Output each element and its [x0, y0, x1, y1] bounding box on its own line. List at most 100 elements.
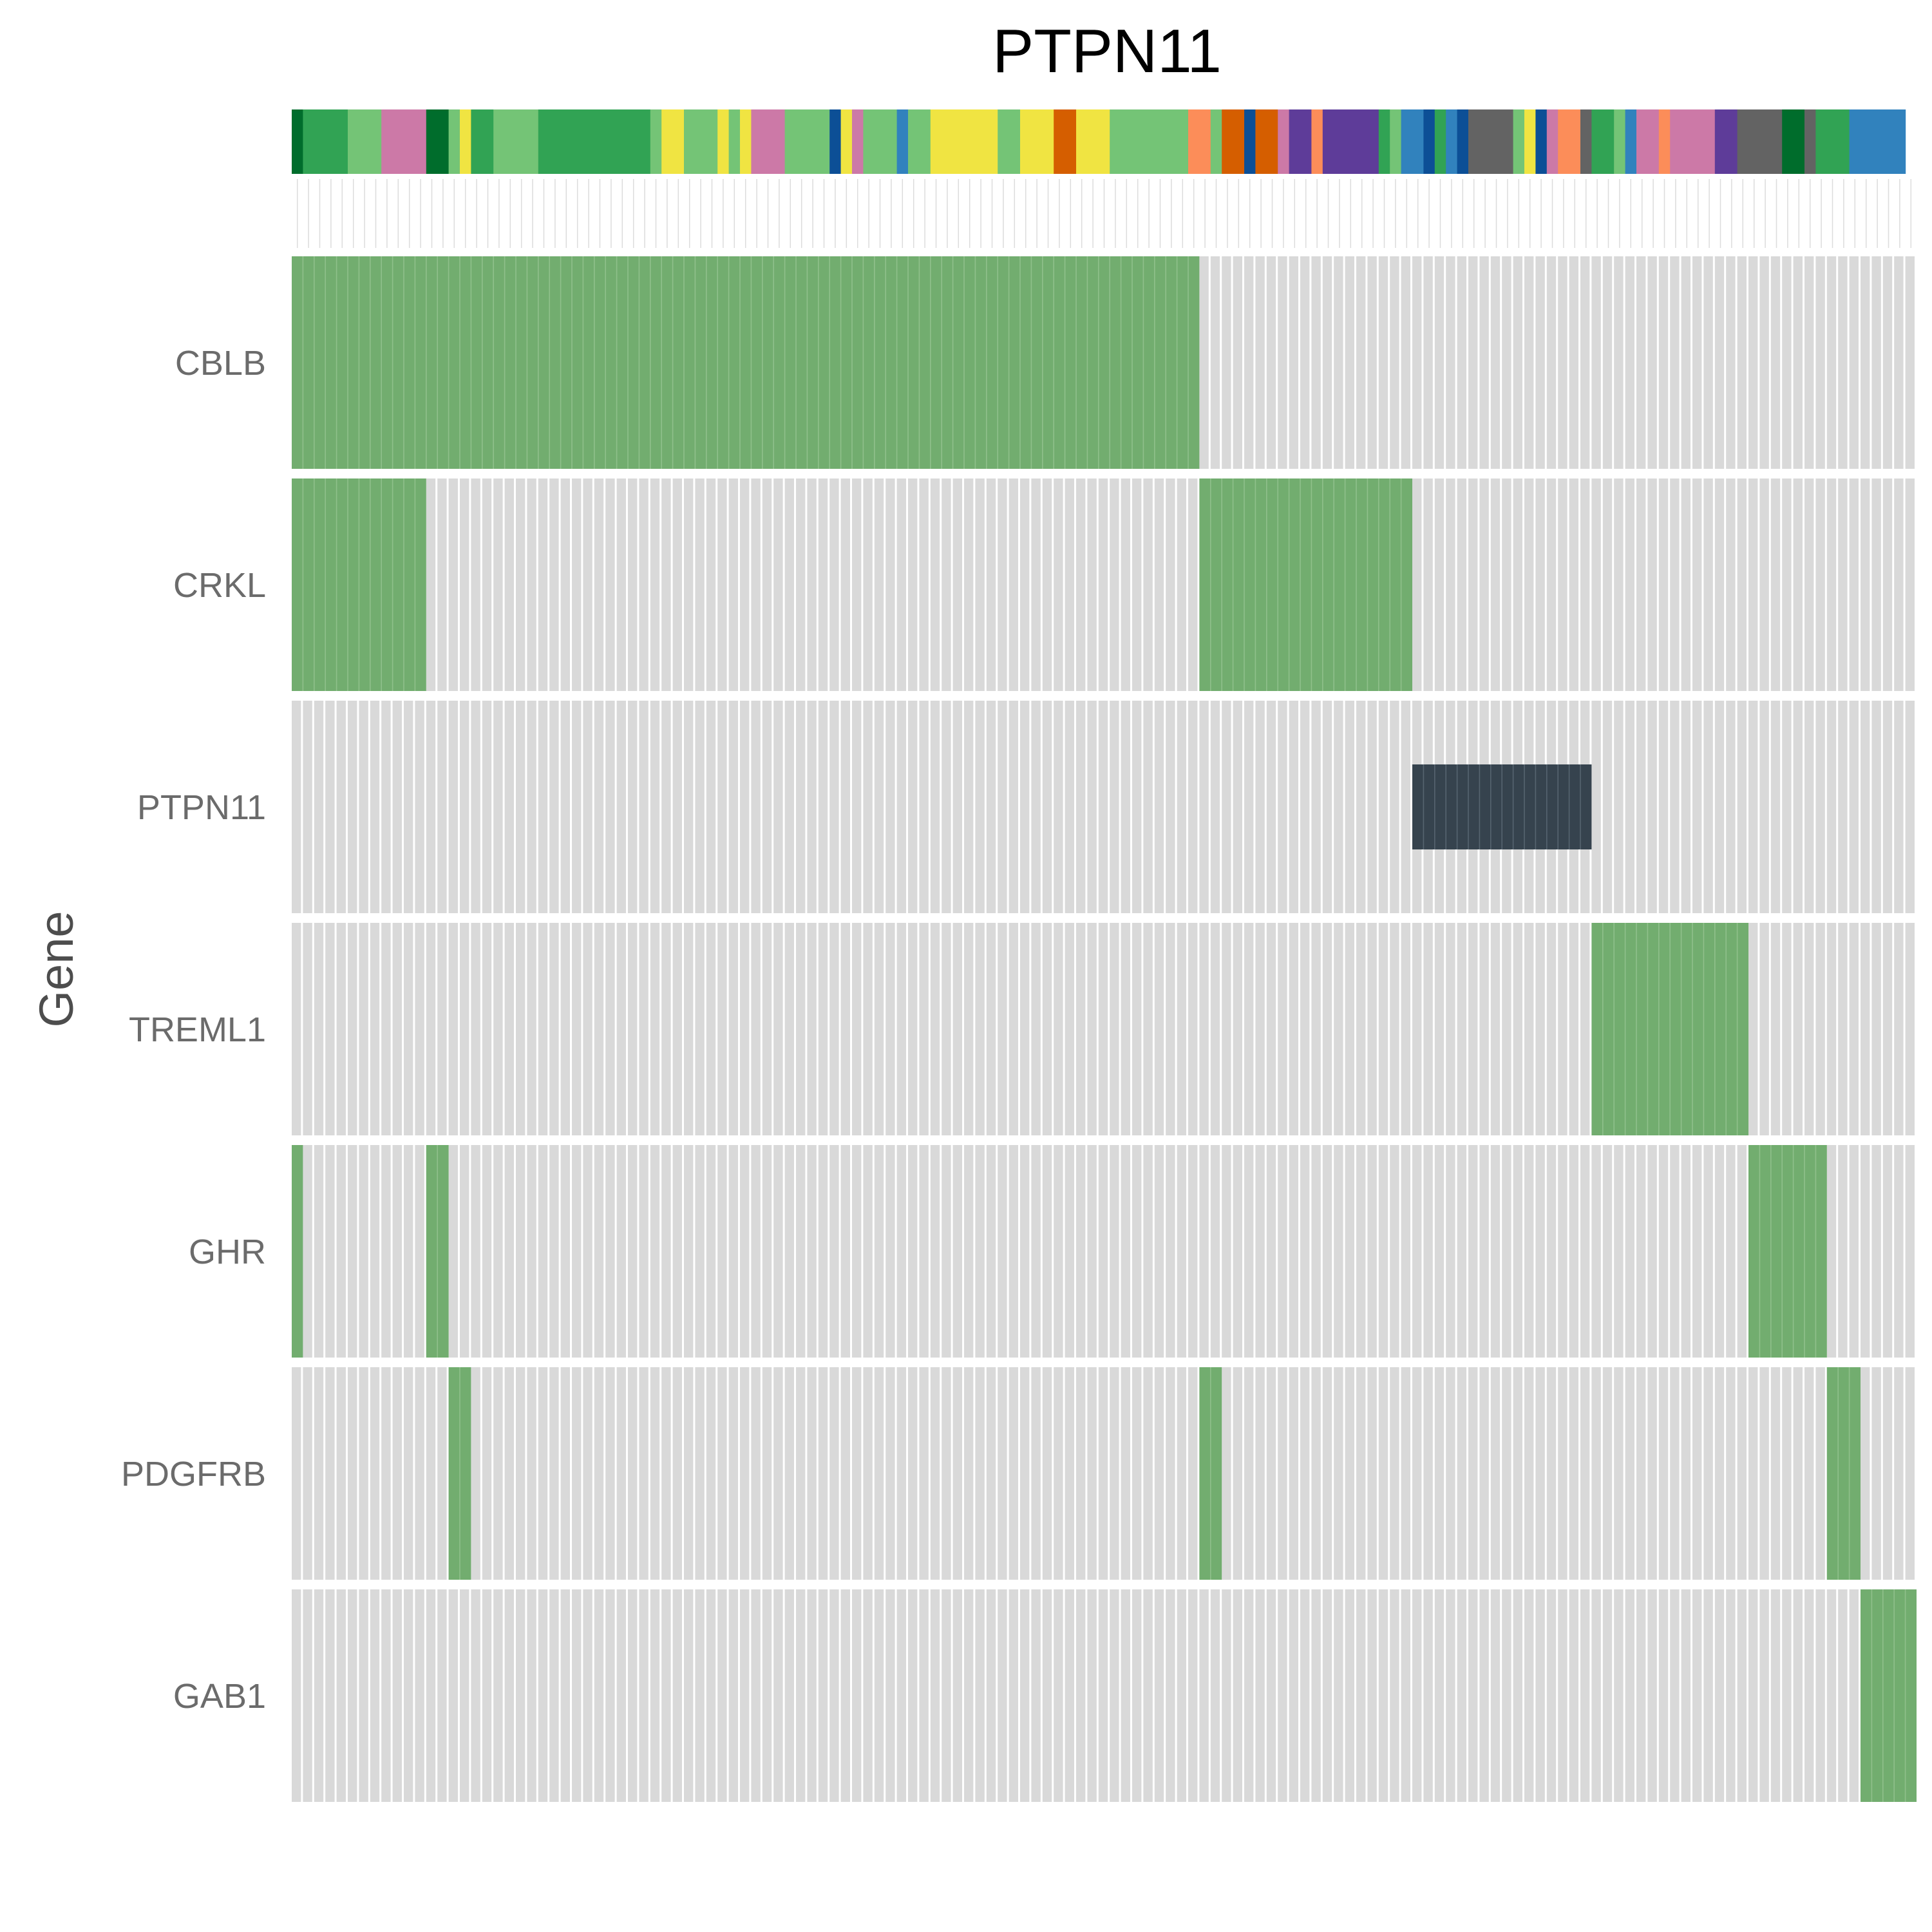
- empty-cell: [1580, 1589, 1590, 1802]
- empty-cell: [1490, 1145, 1501, 1358]
- annotation-segment: [1513, 109, 1525, 174]
- empty-cell: [1726, 1589, 1736, 1802]
- empty-cell: [1390, 1367, 1399, 1580]
- empty-cell: [628, 1589, 638, 1802]
- annotation-segment: [684, 109, 718, 174]
- annotation-segment: [1322, 109, 1379, 174]
- empty-cell: [1636, 1589, 1646, 1802]
- empty-cell: [1714, 1367, 1725, 1580]
- empty-cell: [1065, 478, 1074, 691]
- empty-cell: [1861, 701, 1870, 913]
- empty-cell: [1423, 1367, 1433, 1580]
- empty-cell: [740, 923, 750, 1135]
- empty-cell: [639, 1589, 649, 1802]
- annotation-segment: [348, 109, 382, 174]
- empty-cell: [538, 1145, 548, 1358]
- empty-cell: [325, 1367, 335, 1580]
- empty-cell: [975, 1145, 985, 1358]
- empty-cell: [1412, 1367, 1422, 1580]
- empty-cell: [807, 923, 817, 1135]
- empty-cell: [1524, 478, 1534, 691]
- empty-cell: [1222, 1145, 1231, 1358]
- empty-cell: [1434, 923, 1444, 1135]
- empty-cell: [1412, 923, 1422, 1135]
- annotation-segment: [1311, 109, 1323, 174]
- empty-cell: [404, 1589, 413, 1802]
- empty-cell: [1703, 1367, 1713, 1580]
- empty-cell: [325, 1145, 335, 1358]
- empty-cell: [728, 923, 738, 1135]
- empty-cell: [1558, 256, 1567, 469]
- empty-cell: [1871, 923, 1881, 1135]
- empty-cell: [1031, 1145, 1041, 1358]
- empty-cell: [762, 701, 772, 913]
- empty-cell: [1894, 923, 1904, 1135]
- empty-cell: [1569, 1145, 1578, 1358]
- empty-cell: [1636, 478, 1646, 691]
- empty-cell: [516, 1145, 526, 1358]
- empty-cell: [583, 1589, 592, 1802]
- empty-cell: [1793, 701, 1803, 913]
- empty-cell: [1334, 701, 1343, 913]
- annotation-segment: [426, 109, 450, 174]
- gene-row-pdgfrb: [292, 1367, 1915, 1580]
- empty-cell: [1244, 1589, 1254, 1802]
- empty-cell: [1871, 1145, 1881, 1358]
- empty-cell: [1289, 1589, 1298, 1802]
- empty-cell: [852, 478, 862, 691]
- empty-cell: [359, 1589, 368, 1802]
- empty-cell: [964, 1145, 974, 1358]
- empty-cell: [404, 1145, 413, 1358]
- empty-cell: [807, 1367, 817, 1580]
- empty-cell: [1826, 1589, 1837, 1802]
- empty-cell: [840, 923, 850, 1135]
- annotation-segment: [381, 109, 427, 174]
- empty-cell: [1647, 701, 1657, 913]
- annotation-segment: [1658, 109, 1671, 174]
- empty-cell: [1748, 478, 1758, 691]
- empty-cell: [1591, 1145, 1601, 1358]
- empty-cell: [527, 701, 536, 913]
- empty-cell: [807, 701, 817, 913]
- empty-cell: [751, 701, 761, 913]
- gene-row-ptpn11: [292, 701, 1915, 913]
- empty-cell: [1524, 1145, 1534, 1358]
- empty-cell: [1188, 1367, 1198, 1580]
- empty-cell: [1222, 701, 1231, 913]
- empty-cell: [1647, 1589, 1657, 1802]
- empty-cell: [1166, 1367, 1175, 1580]
- empty-cell: [1423, 1145, 1433, 1358]
- empty-cell: [1490, 478, 1501, 691]
- empty-cell: [1166, 923, 1175, 1135]
- empty-cell: [863, 1589, 873, 1802]
- empty-cell: [1535, 1367, 1545, 1580]
- empty-cell: [1826, 923, 1837, 1135]
- empty-cell: [1647, 1145, 1657, 1358]
- empty-cell: [762, 923, 772, 1135]
- empty-cell: [796, 1367, 806, 1580]
- empty-cell: [348, 1367, 357, 1580]
- empty-cell: [706, 1145, 716, 1358]
- empty-cell: [1031, 701, 1041, 913]
- empty-cell: [493, 478, 503, 691]
- empty-cell: [437, 1367, 447, 1580]
- empty-cell: [886, 1367, 895, 1580]
- empty-cell: [661, 1589, 671, 1802]
- empty-cell: [717, 1367, 727, 1580]
- empty-cell: [516, 478, 526, 691]
- empty-cell: [1300, 701, 1310, 913]
- empty-cell: [650, 1367, 660, 1580]
- empty-cell: [1882, 256, 1893, 469]
- empty-cell: [1602, 256, 1613, 469]
- empty-cell: [1457, 478, 1466, 691]
- empty-cell: [538, 923, 548, 1135]
- empty-cell: [1894, 256, 1904, 469]
- empty-cell: [840, 1589, 850, 1802]
- empty-cell: [572, 1589, 582, 1802]
- empty-cell: [1154, 1145, 1164, 1358]
- empty-cell: [1210, 1145, 1220, 1358]
- empty-cell: [784, 1589, 794, 1802]
- empty-cell: [886, 1589, 895, 1802]
- empty-cell: [1849, 923, 1859, 1135]
- empty-cell: [1345, 256, 1354, 469]
